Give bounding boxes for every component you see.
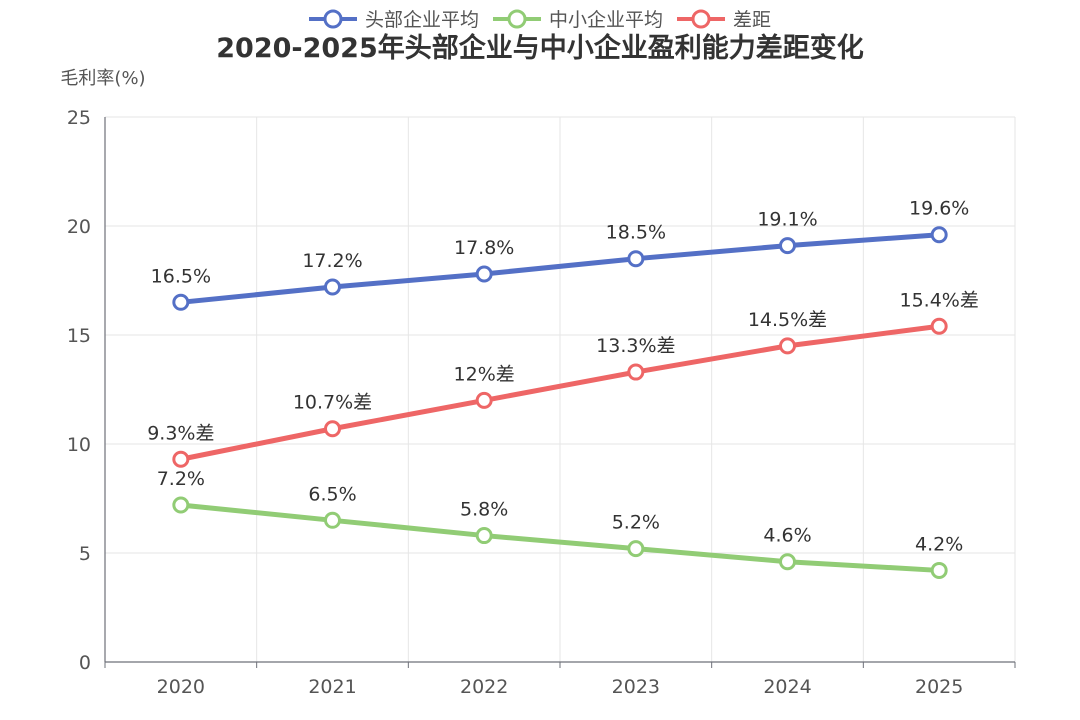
chart-title: 2020-2025年头部企业与中小企业盈利能力差距变化: [216, 32, 864, 64]
y-tick-label: 5: [79, 543, 91, 565]
legend-label: 头部企业平均: [365, 9, 479, 31]
data-point[interactable]: [779, 337, 796, 355]
data-point[interactable]: [172, 293, 190, 311]
data-label: 9.3%差: [147, 422, 214, 444]
data-label: 14.5%差: [748, 309, 827, 331]
data-point[interactable]: [324, 420, 341, 438]
data-point[interactable]: [930, 561, 948, 579]
legend-label: 差距: [733, 9, 771, 31]
legend-item[interactable]: 差距: [677, 9, 771, 31]
grid: [105, 116, 1016, 662]
legend-label: 中小企业平均: [549, 9, 663, 31]
data-point[interactable]: [172, 450, 190, 468]
data-label: 4.6%: [763, 525, 811, 547]
legend-marker-icon: [323, 9, 343, 29]
data-point[interactable]: [172, 496, 190, 514]
data-point[interactable]: [627, 540, 645, 558]
data-point[interactable]: [475, 391, 493, 409]
legend-item[interactable]: 头部企业平均: [309, 9, 479, 31]
x-tick-label: 2024: [763, 676, 811, 698]
data-label: 5.2%: [612, 512, 660, 534]
data-label: 17.8%: [454, 237, 514, 259]
legend[interactable]: 头部企业平均 中小企业平均 差距: [309, 9, 771, 31]
data-label: 19.1%: [757, 209, 817, 231]
x-tick-label: 2023: [612, 676, 660, 698]
data-label: 16.5%: [151, 265, 211, 287]
data-label: 17.2%: [302, 250, 362, 272]
data-label: 5.8%: [460, 499, 508, 521]
data-labels: 16.5% 17.2% 17.8% 18.5% 19.1% 19.6% 7.2% 6.5% 5.…: [147, 198, 979, 556]
x-tick-label: 2021: [308, 676, 356, 698]
data-point[interactable]: [930, 317, 948, 335]
x-tick-label: 2020: [157, 676, 205, 698]
data-label: 19.6%: [909, 198, 969, 220]
y-tick-label: 25: [67, 107, 91, 129]
data-point[interactable]: [324, 511, 341, 529]
series-line: [178, 323, 942, 462]
x-tick-label: 2025: [915, 676, 963, 698]
x-tick-label: 2022: [460, 676, 508, 698]
legend-marker-icon: [691, 9, 711, 29]
data-label: 10.7%差: [293, 392, 372, 414]
data-point[interactable]: [475, 527, 493, 545]
series-lines: [172, 226, 948, 579]
y-tick-label: 20: [67, 216, 91, 238]
data-label: 12%差: [454, 363, 515, 385]
data-point[interactable]: [627, 363, 645, 381]
data-point[interactable]: [324, 278, 341, 296]
series-line: [178, 502, 942, 573]
y-axis-title: 毛利率(%): [60, 68, 145, 89]
y-tick-label: 0: [79, 652, 91, 674]
data-label: 18.5%: [606, 222, 666, 244]
data-label: 6.5%: [308, 483, 356, 505]
data-point[interactable]: [627, 250, 645, 268]
data-point[interactable]: [475, 265, 493, 283]
data-label: 13.3%差: [596, 335, 675, 357]
y-tick-label: 10: [67, 434, 91, 456]
legend-item[interactable]: 中小企业平均: [493, 9, 663, 31]
data-point[interactable]: [930, 226, 948, 244]
legend-marker-icon: [507, 9, 527, 29]
data-label: 4.2%: [915, 533, 963, 555]
series-line: [178, 232, 942, 305]
data-label: 15.4%差: [899, 289, 978, 311]
data-label: 7.2%: [157, 468, 205, 490]
y-tick-label: 15: [67, 325, 91, 347]
data-point[interactable]: [779, 237, 796, 255]
data-point[interactable]: [779, 553, 796, 571]
